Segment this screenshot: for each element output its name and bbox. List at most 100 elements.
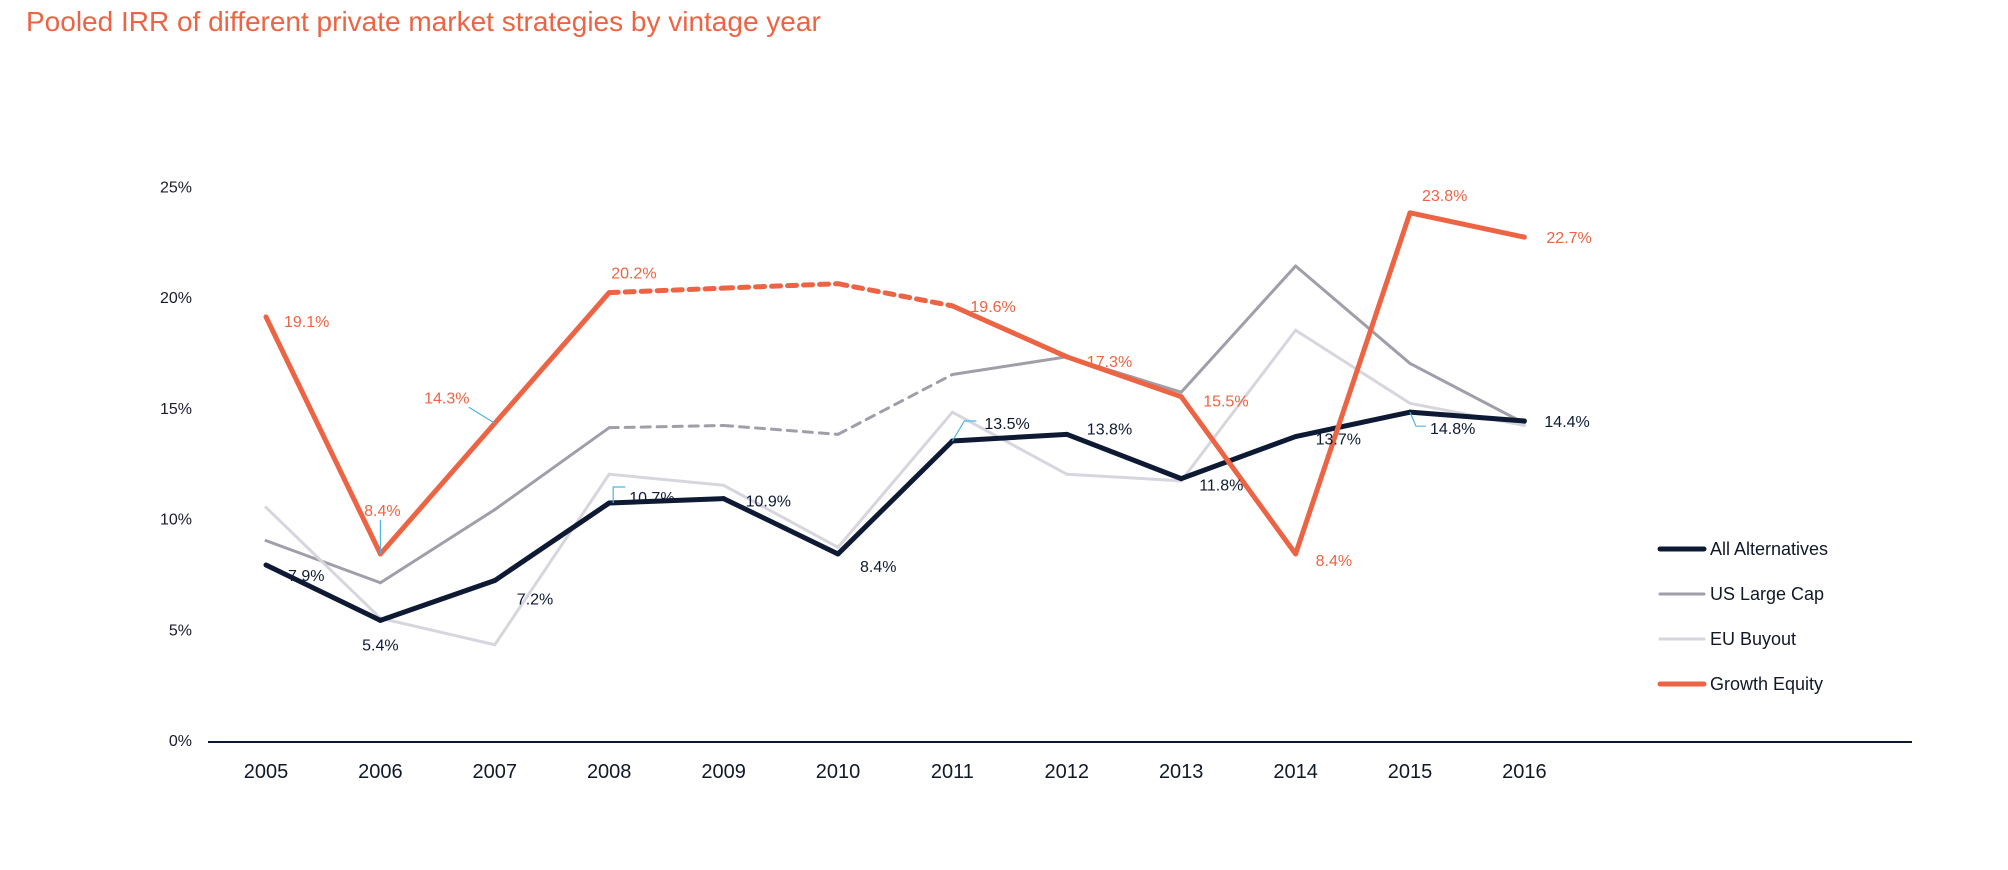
leader-line	[468, 406, 496, 424]
line-segment	[606, 496, 727, 506]
data-label-all-alternatives: 5.4%	[362, 637, 398, 654]
y-tick-label: 0%	[169, 733, 192, 750]
line-segment	[492, 290, 612, 426]
y-tick-label: 15%	[160, 401, 192, 418]
series-all-alternatives	[263, 409, 1527, 623]
line-segment	[1407, 409, 1527, 424]
line-segment	[492, 500, 612, 584]
data-label-all-alternatives: 14.4%	[1544, 414, 1589, 431]
line-segment	[949, 431, 1070, 444]
line-segment	[1408, 361, 1526, 425]
data-label-all-alternatives: 10.9%	[746, 494, 791, 511]
data-labels: 7.9% 5.4% 7.2% 10.7% 10.9% 8.4% 13.5% 13.8% 11.8…	[284, 188, 1592, 655]
line-segment	[377, 420, 498, 557]
leader-line	[951, 420, 977, 442]
data-label-all-alternatives: 13.7%	[1316, 432, 1361, 449]
data-label-growth-equity: 14.3%	[424, 390, 469, 407]
line-segment	[950, 410, 1069, 476]
data-label-growth-equity: 8.4%	[364, 503, 400, 520]
line-segment	[1064, 431, 1184, 482]
x-axis-ticks: 2005 2006 2007 2008 2009 2010 2011 2012 2013 2014…	[244, 761, 1547, 783]
data-label-growth-equity: 8.4%	[1316, 553, 1352, 570]
line-segment	[722, 423, 840, 436]
line-segment	[836, 373, 954, 436]
line-segment	[950, 355, 1069, 377]
data-label-all-alternatives: 7.9%	[288, 568, 324, 585]
x-tick-label: 2006	[358, 761, 403, 783]
x-tick-label: 2010	[816, 761, 861, 783]
line-segment	[1293, 409, 1413, 440]
line-segment	[721, 496, 841, 557]
line-segment	[606, 285, 727, 296]
line-segment	[377, 578, 498, 623]
line-segment	[836, 410, 954, 549]
data-label-all-alternatives: 8.4%	[860, 559, 896, 576]
x-tick-label: 2016	[1502, 761, 1547, 783]
chart-title: Pooled IRR of different private market s…	[26, 6, 821, 37]
data-label-growth-equity: 20.2%	[611, 266, 656, 283]
legend-item-us-large-cap: US Large Cap	[1658, 584, 1824, 604]
data-label-all-alternatives: 11.8%	[1199, 478, 1243, 495]
data-label-growth-equity: 22.7%	[1546, 230, 1591, 247]
x-tick-label: 2012	[1045, 761, 1090, 783]
y-tick-label: 25%	[160, 179, 192, 196]
legend-item-all-alternatives: All Alternatives	[1657, 539, 1828, 559]
data-label-all-alternatives: 13.5%	[984, 416, 1029, 433]
line-segment	[493, 472, 611, 647]
series-growth-equity	[263, 210, 1527, 557]
series-lines	[263, 210, 1527, 647]
data-label-all-alternatives: 10.7%	[629, 490, 674, 507]
legend-item-eu-buyout: EU Buyout	[1658, 629, 1796, 649]
line-segment	[263, 314, 383, 557]
data-label-growth-equity: 19.1%	[284, 314, 329, 331]
line-segment	[264, 505, 382, 620]
line-segment	[1178, 434, 1299, 482]
data-label-growth-equity: 15.5%	[1203, 394, 1248, 411]
line-segment	[1178, 394, 1299, 557]
leader-line	[612, 486, 626, 503]
label-leader-lines	[379, 406, 1426, 554]
line-segment	[835, 281, 955, 309]
line-segment	[1064, 354, 1184, 400]
legend-label: EU Buyout	[1710, 629, 1796, 649]
x-tick-label: 2014	[1273, 761, 1318, 783]
data-label-growth-equity: 23.8%	[1422, 188, 1467, 205]
line-segment	[607, 423, 726, 430]
x-tick-label: 2008	[587, 761, 632, 783]
line-segment	[263, 562, 383, 623]
line-segment	[1065, 472, 1183, 483]
line-segment	[378, 616, 497, 647]
x-tick-label: 2007	[473, 761, 518, 783]
data-label-growth-equity: 17.3%	[1087, 354, 1132, 371]
line-segment	[1294, 264, 1412, 365]
line-segment	[607, 472, 726, 487]
y-tick-label: 20%	[160, 290, 192, 307]
x-tick-label: 2009	[701, 761, 746, 783]
y-tick-label: 10%	[160, 512, 192, 529]
line-segment	[722, 483, 840, 549]
line-segment	[1407, 210, 1527, 240]
line-segment	[1179, 264, 1298, 394]
data-label-all-alternatives: 14.8%	[1430, 421, 1475, 438]
y-tick-label: 5%	[169, 622, 192, 639]
legend-label: Growth Equity	[1710, 674, 1823, 694]
line-segment	[378, 508, 497, 585]
series-us-large-cap	[264, 264, 1526, 585]
leader-line	[1409, 411, 1426, 427]
x-tick-label: 2013	[1159, 761, 1204, 783]
data-label-all-alternatives: 7.2%	[517, 592, 553, 609]
line-segment	[493, 426, 611, 512]
y-axis-ticks: 0% 5% 10% 15% 20% 25%	[160, 179, 192, 750]
series-eu-buyout	[264, 328, 1526, 647]
line-segment	[1294, 328, 1412, 405]
line-segment	[721, 281, 841, 291]
data-label-growth-equity: 19.6%	[970, 299, 1015, 316]
line-segment	[949, 303, 1070, 360]
legend: All Alternatives US Large Cap EU Buyout Gro…	[1657, 539, 1828, 694]
x-tick-label: 2015	[1388, 761, 1433, 783]
x-tick-label: 2005	[244, 761, 289, 783]
x-tick-label: 2011	[931, 761, 974, 783]
line-segment	[835, 438, 955, 557]
line-segment	[1179, 328, 1298, 483]
